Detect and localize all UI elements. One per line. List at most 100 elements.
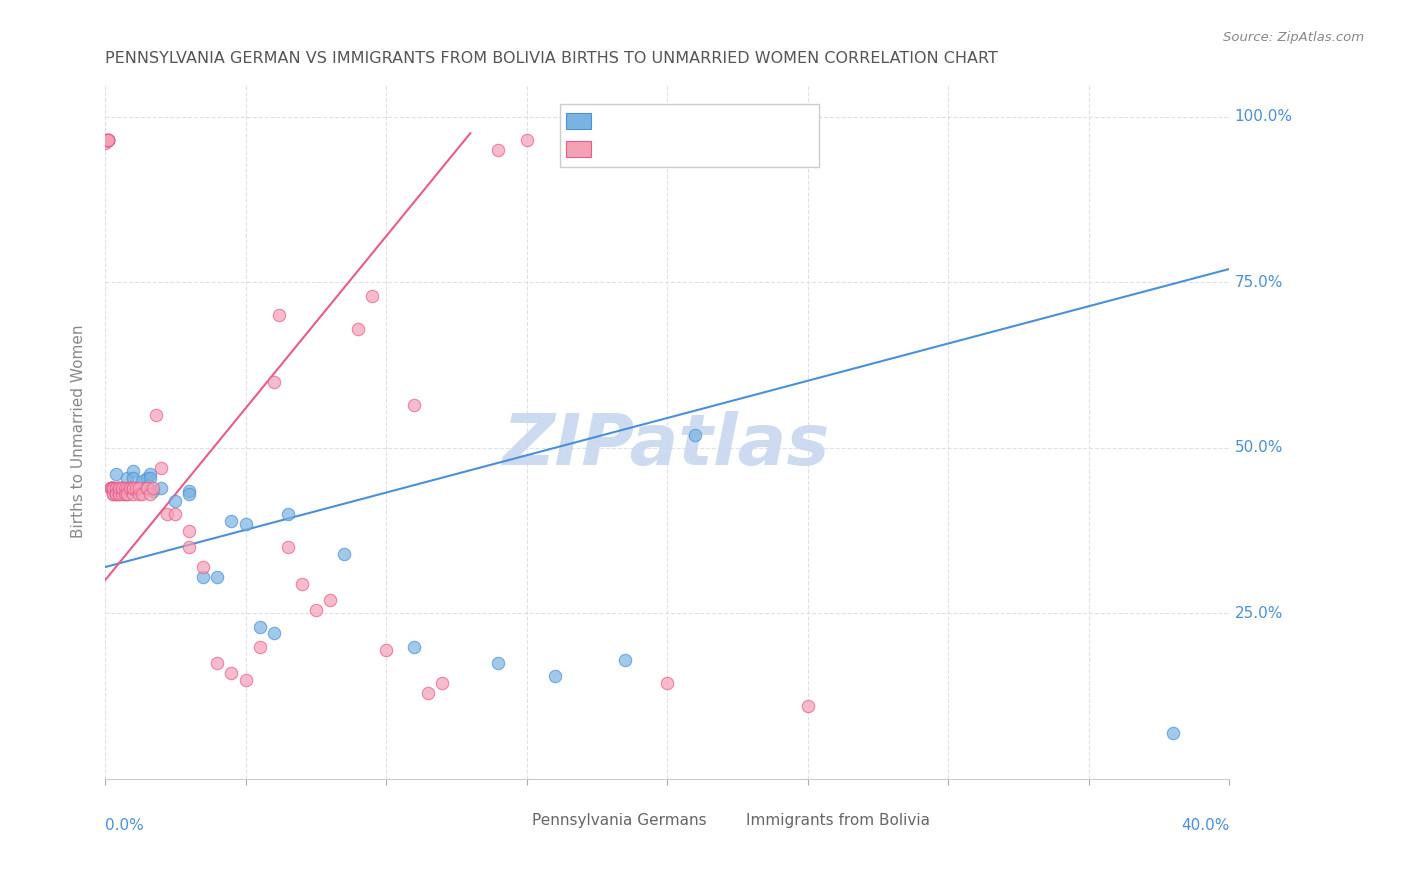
Point (142, 481, 165, 495)
Point (108, 481, 131, 495)
Text: Immigrants from Bolivia: Immigrants from Bolivia (745, 814, 929, 829)
Point (94, 133, 117, 147)
Point (142, 483, 165, 498)
Point (120, 481, 142, 495)
Point (139, 471, 162, 485)
Point (100, 481, 122, 495)
Point (122, 481, 145, 495)
FancyBboxPatch shape (565, 141, 591, 157)
Point (305, 603, 328, 617)
Point (221, 514, 243, 528)
Point (796, 699, 818, 714)
Point (111, 481, 134, 495)
Point (122, 481, 145, 495)
Point (139, 467, 162, 482)
Text: 25.0%: 25.0% (1234, 606, 1284, 621)
Point (128, 481, 150, 495)
Point (131, 474, 153, 488)
Point (613, 653, 636, 667)
Point (515, 133, 537, 147)
Text: 100.0%: 100.0% (1234, 109, 1292, 124)
Point (103, 487, 125, 501)
Point (105, 487, 128, 501)
Point (235, 673, 257, 687)
Point (114, 487, 136, 501)
Point (319, 593, 342, 607)
Point (108, 487, 131, 501)
Point (277, 541, 299, 555)
Point (150, 481, 173, 495)
Point (249, 640, 271, 654)
Point (543, 669, 565, 683)
Point (277, 507, 299, 521)
Point (122, 481, 145, 495)
Point (207, 656, 229, 670)
Point (179, 487, 201, 501)
Point (103, 481, 125, 495)
Point (122, 487, 145, 501)
Point (179, 541, 201, 555)
Point (136, 481, 159, 495)
Point (207, 570, 229, 584)
FancyBboxPatch shape (565, 113, 591, 128)
Point (97, 133, 120, 147)
Point (103, 481, 125, 495)
Point (97, 133, 120, 147)
Point (120, 481, 142, 495)
Point (108, 481, 131, 495)
Point (117, 487, 139, 501)
Point (117, 487, 139, 501)
Point (136, 471, 159, 485)
Point (131, 487, 153, 501)
Point (97, 133, 120, 147)
Point (97, 133, 120, 147)
Text: Pennsylvania Germans: Pennsylvania Germans (531, 814, 707, 829)
Point (235, 517, 257, 532)
FancyBboxPatch shape (560, 104, 818, 167)
Point (139, 487, 162, 501)
Point (97, 133, 120, 147)
FancyBboxPatch shape (494, 814, 520, 831)
Point (193, 560, 215, 574)
Point (263, 626, 285, 640)
Point (105, 481, 128, 495)
Point (263, 375, 285, 389)
Point (103, 487, 125, 501)
Point (100, 481, 122, 495)
Point (103, 481, 125, 495)
Point (122, 471, 145, 485)
Point (100, 481, 122, 495)
Point (128, 481, 150, 495)
Point (117, 481, 139, 495)
Point (1161, 725, 1184, 739)
Point (333, 547, 356, 561)
Text: R = 0.477   N = 79: R = 0.477 N = 79 (593, 138, 765, 156)
Point (418, 686, 440, 700)
Text: 40.0%: 40.0% (1181, 818, 1229, 833)
Point (655, 676, 678, 690)
Point (111, 481, 134, 495)
Point (105, 481, 128, 495)
Point (375, 643, 398, 657)
Text: R = 0.346   N = 34: R = 0.346 N = 34 (593, 111, 765, 128)
Point (136, 481, 159, 495)
Text: 75.0%: 75.0% (1234, 275, 1284, 290)
Point (347, 321, 370, 335)
Point (404, 640, 426, 654)
Point (100, 481, 122, 495)
Point (114, 481, 136, 495)
Point (122, 464, 145, 478)
Point (488, 656, 510, 670)
Point (683, 427, 706, 442)
Point (432, 676, 454, 690)
Point (404, 398, 426, 412)
Point (488, 143, 510, 157)
Y-axis label: Births to Unmarried Women: Births to Unmarried Women (72, 325, 86, 538)
Point (165, 494, 187, 508)
Point (97, 133, 120, 147)
Text: 0.0%: 0.0% (105, 818, 143, 833)
Point (100, 481, 122, 495)
Point (128, 487, 150, 501)
Point (103, 481, 125, 495)
Point (105, 467, 128, 482)
